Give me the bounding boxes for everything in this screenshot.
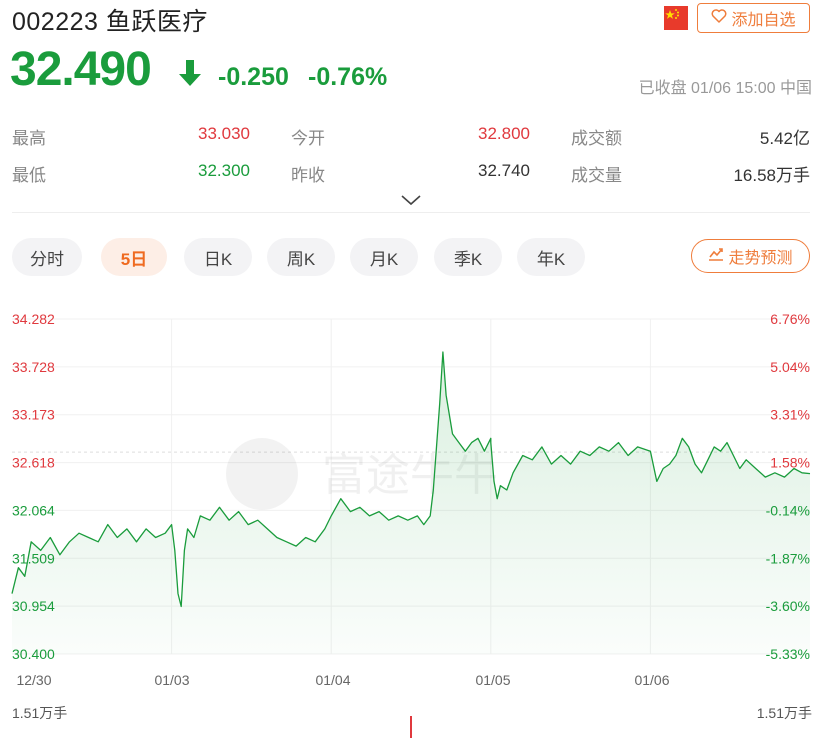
x-tick-label: 12/30 <box>16 672 51 688</box>
price-area <box>12 352 810 654</box>
volume-label-left: 1.51万手 <box>12 705 68 721</box>
volume-bar <box>410 716 412 738</box>
pct-tick-label: -5.33% <box>766 646 810 662</box>
stock-title: 002223 鱼跃医疗 <box>12 8 208 36</box>
tab-period-3[interactable]: 周K <box>267 238 335 276</box>
y-tick-label: 33.728 <box>12 359 55 375</box>
stat-label: 昨收 <box>291 166 325 185</box>
china-flag-icon <box>664 6 688 30</box>
y-tick-label: 30.400 <box>12 646 55 662</box>
trend-forecast-button[interactable]: 走势预测 <box>691 239 810 273</box>
pct-tick-label: -1.87% <box>766 550 810 566</box>
tab-period-4[interactable]: 月K <box>350 238 418 276</box>
y-tick-label: 32.064 <box>12 502 55 518</box>
stat-value: 33.030 <box>198 124 250 143</box>
watermark-logo-icon <box>226 438 298 510</box>
stat-value: 32.800 <box>478 124 530 143</box>
stat-label: 最高 <box>12 129 46 148</box>
pct-tick-label: -3.60% <box>766 598 810 614</box>
current-price: 32.490 <box>10 43 152 96</box>
market-status: 已收盘 01/06 15:00 中国 <box>638 80 812 97</box>
pct-tick-label: 3.31% <box>770 407 810 423</box>
y-tick-label: 34.282 <box>12 311 55 327</box>
price-change-percent: -0.76% <box>308 63 388 91</box>
add-watchlist-button[interactable]: 添加自选 <box>697 3 810 33</box>
stat-value: 32.300 <box>198 161 250 180</box>
y-tick-label: 31.509 <box>12 550 55 566</box>
y-tick-label: 30.954 <box>12 598 55 614</box>
stat-value: 16.58万手 <box>733 166 810 185</box>
heart-icon <box>711 8 727 28</box>
stat-label: 最低 <box>12 166 46 185</box>
stat-value: 5.42亿 <box>759 129 810 148</box>
stat-label: 成交量 <box>571 166 622 185</box>
x-tick-label: 01/03 <box>154 672 189 688</box>
tab-intraday[interactable]: 分时 <box>12 238 82 276</box>
tab-5day[interactable]: 5日 <box>101 238 167 276</box>
down-arrow-icon <box>176 58 204 93</box>
y-tick-label: 32.618 <box>12 455 55 471</box>
price-line <box>11 351 811 608</box>
chevron-down-icon[interactable] <box>400 193 422 212</box>
pct-tick-label: -0.14% <box>766 502 810 518</box>
x-tick-label: 01/04 <box>315 672 350 688</box>
tab-period-5[interactable]: 季K <box>434 238 502 276</box>
stat-label: 成交额 <box>571 129 622 148</box>
price-change: -0.250 <box>218 63 289 91</box>
pct-tick-label: 6.76% <box>770 311 810 327</box>
pct-tick-label: 1.58% <box>770 455 810 471</box>
x-tick-label: 01/06 <box>634 672 669 688</box>
divider <box>12 212 810 213</box>
add-watchlist-label: 添加自选 <box>731 12 796 29</box>
x-tick-label: 01/05 <box>475 672 510 688</box>
tab-period-2[interactable]: 日K <box>184 238 252 276</box>
trend-forecast-label: 走势预测 <box>728 250 793 267</box>
stat-label: 今开 <box>291 129 325 148</box>
pct-tick-label: 5.04% <box>770 359 810 375</box>
trend-chart-icon <box>708 246 724 267</box>
y-tick-label: 33.173 <box>12 407 55 423</box>
tab-period-6[interactable]: 年K <box>517 238 585 276</box>
stat-value: 32.740 <box>478 161 530 180</box>
volume-label-right: 1.51万手 <box>756 705 812 721</box>
